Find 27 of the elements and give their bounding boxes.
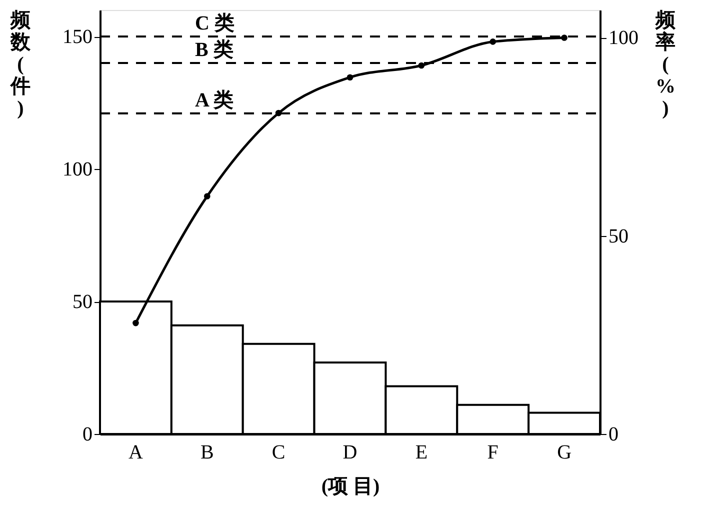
ref-line-label: C 类: [195, 12, 234, 34]
point: [490, 38, 496, 45]
x-tick-label: A: [128, 442, 144, 464]
point: [204, 193, 210, 200]
x-tick-label: E: [415, 442, 428, 464]
y-tick-label: 50: [72, 291, 92, 313]
x-tick-label: G: [557, 442, 572, 464]
y2-tick-label: 50: [608, 225, 628, 248]
y-axis-title: 频数(件): [10, 10, 32, 120]
y2-tick-label: 0: [608, 424, 618, 446]
y2-tick-label: 100: [608, 27, 638, 50]
x-tick-label: B: [200, 442, 214, 464]
point: [561, 34, 568, 41]
x-tick-label: C: [272, 442, 286, 464]
x-axis-title: (项 目): [321, 476, 380, 498]
y2-axis-title: 频率(%): [654, 10, 676, 120]
y-tick-label: 100: [62, 158, 92, 180]
point: [132, 320, 139, 326]
ref-line-label: B 类: [195, 39, 234, 61]
point: [275, 110, 282, 116]
point: [346, 74, 354, 81]
point: [418, 62, 425, 69]
x-tick-label: D: [342, 442, 358, 464]
y-tick-label: 0: [82, 424, 92, 446]
ref-line-label: A 类: [195, 89, 234, 112]
x-tick-label: F: [487, 442, 498, 464]
y-tick-label: 150: [62, 26, 92, 48]
